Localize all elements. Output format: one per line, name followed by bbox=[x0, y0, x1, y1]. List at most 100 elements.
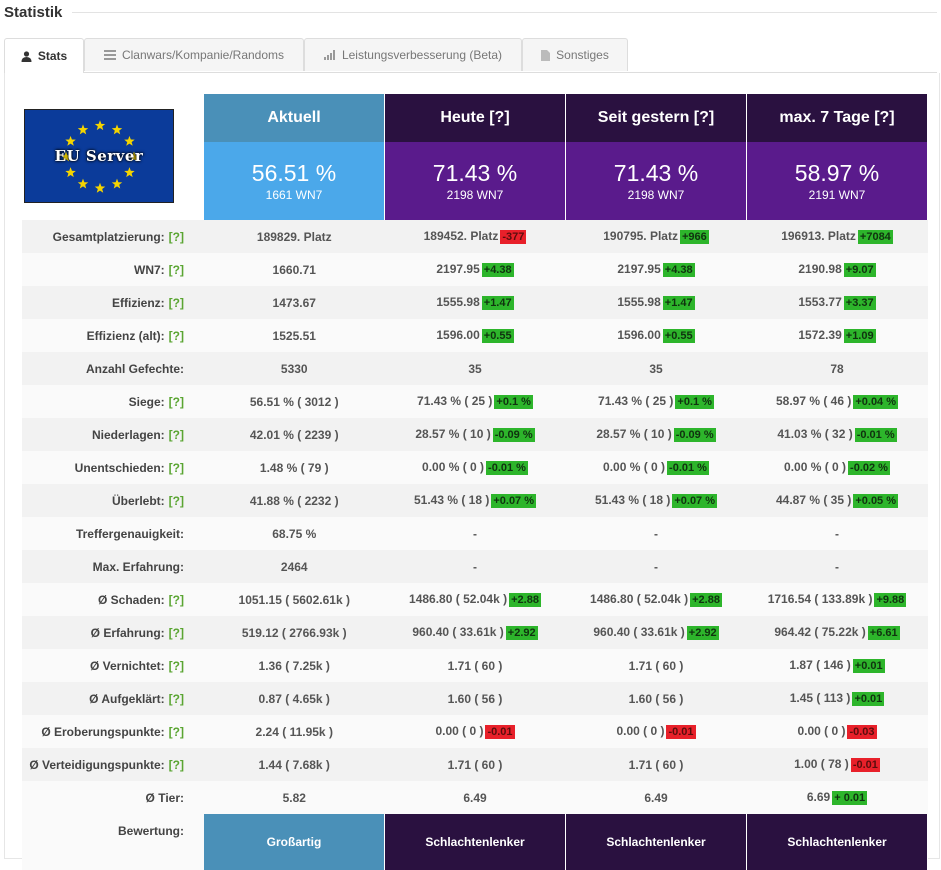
stat-value-text: 41.88 % ( 2232 ) bbox=[249, 493, 339, 508]
stat-value-text: 58.97 % ( 46 ) bbox=[775, 394, 852, 408]
stat-value-text: 1596.00 bbox=[617, 328, 661, 342]
column-header-seit-gestern[interactable]: Seit gestern [?] bbox=[565, 94, 747, 142]
stats-table: EU Server Aktuell Heute [?] Seit gestern… bbox=[22, 94, 928, 870]
stat-value-text: 1572.39 bbox=[798, 328, 842, 342]
help-link[interactable]: [?] bbox=[168, 757, 184, 772]
stat-label-text: Ø Eroberungspunkte: bbox=[41, 724, 165, 739]
delta-badge-positive: +4.38 bbox=[662, 263, 695, 277]
stat-value-text: 1.71 ( 60 ) bbox=[447, 757, 503, 772]
help-link[interactable]: [?] bbox=[168, 592, 184, 607]
stat-value-text: 0.00 % ( 0 ) bbox=[603, 460, 666, 474]
help-link[interactable]: [?] bbox=[168, 493, 184, 508]
stat-label-text: Effizienz (alt): bbox=[86, 328, 165, 343]
stat-value: 0.87 ( 4.65k ) bbox=[204, 682, 385, 715]
delta-badge-negative: -0.01 bbox=[485, 725, 515, 739]
stat-value: 28.57 % ( 10 ) -0.09 % bbox=[565, 418, 747, 451]
stat-value: - bbox=[384, 517, 566, 550]
stat-value: 189829. Platz bbox=[204, 220, 385, 253]
stat-value-text: 190795. Platz bbox=[603, 229, 678, 243]
stat-value: 1.87 ( 146 ) +0.01 bbox=[746, 649, 928, 682]
help-link[interactable]: [?] bbox=[168, 229, 184, 244]
stat-value-text: 2197.95 bbox=[436, 262, 480, 276]
stat-row: Ø Erfahrung: [?] 519.12 ( 2766.93k ) 960.40… bbox=[22, 616, 928, 649]
stat-label-text: Überlebt: bbox=[112, 493, 165, 508]
delta-badge-positive: +1.47 bbox=[481, 296, 514, 310]
tab-label: Sonstiges bbox=[556, 48, 609, 62]
stat-label-text: Treffergenauigkeit: bbox=[75, 526, 184, 541]
stat-value: 0.00 ( 0 ) -0.03 bbox=[746, 715, 928, 748]
stat-row: Effizienz: [?] 1473.67 1555.98 +1.47 1555.98 +… bbox=[22, 286, 928, 319]
delta-badge-negative: -0.03 bbox=[847, 725, 877, 739]
stat-label: Max. Erfahrung: bbox=[22, 550, 204, 583]
stat-value-text: 2464 bbox=[280, 559, 308, 574]
help-link[interactable]: [?] bbox=[168, 658, 184, 673]
help-link[interactable]: [?] bbox=[168, 724, 184, 739]
stat-value-text: 71.43 % ( 25 ) bbox=[598, 394, 674, 408]
help-link[interactable]: [?] bbox=[168, 295, 184, 310]
stat-label: Ø Schaden: [?] bbox=[22, 583, 204, 616]
stat-row: Ø Aufgeklärt: [?] 0.87 ( 4.65k ) 1.60 ( 56 … bbox=[22, 682, 928, 715]
summary-wn7: 2198 WN7 bbox=[446, 188, 504, 202]
stat-value: 6.69 + 0.01 bbox=[746, 781, 928, 814]
delta-badge-positive: +7084 bbox=[857, 230, 893, 244]
help-link[interactable]: [?] bbox=[168, 394, 184, 409]
stat-value-text: 189452. Platz bbox=[423, 229, 499, 243]
delta-badge-positive: + 0.01 bbox=[832, 791, 868, 805]
stat-value: - bbox=[384, 550, 566, 583]
stat-value: - bbox=[746, 517, 928, 550]
stat-value: 58.97 % ( 46 ) +0.04 % bbox=[746, 385, 928, 418]
delta-badge-positive: +2.92 bbox=[686, 626, 719, 640]
stat-label: Ø Tier: bbox=[22, 781, 204, 814]
delta-badge-positive: +0.55 bbox=[662, 329, 695, 343]
stat-row: Unentschieden: [?] 1.48 % ( 79 ) 0.00 % ( 0… bbox=[22, 451, 928, 484]
help-link[interactable]: [?] bbox=[168, 625, 184, 640]
delta-badge-positive: +0.1 % bbox=[494, 395, 533, 409]
delta-badge-negative: -0.01 bbox=[850, 758, 880, 772]
stat-value: 1525.51 bbox=[204, 319, 385, 352]
stat-label-text: Effizienz: bbox=[112, 295, 165, 310]
stat-value: 189452. Platz -377 bbox=[384, 220, 566, 253]
stat-value: 1.36 ( 7.25k ) bbox=[204, 649, 385, 682]
help-link[interactable]: [?] bbox=[168, 262, 184, 277]
eu-star bbox=[77, 124, 89, 135]
stat-label-text: Siege: bbox=[128, 394, 165, 409]
tab-label: Leistungsverbesserung (Beta) bbox=[341, 48, 503, 62]
stat-value: 1555.98 +1.47 bbox=[565, 286, 747, 319]
tab-sonstiges[interactable]: Sonstiges bbox=[522, 38, 628, 71]
tab-stats[interactable]: Stats bbox=[4, 38, 84, 73]
rating-value: Schlachtenlenker bbox=[746, 814, 928, 870]
summary-heute: 71.43 % 2198 WN7 bbox=[384, 142, 566, 220]
tab-label: Stats bbox=[37, 49, 68, 63]
help-link[interactable]: [?] bbox=[168, 427, 184, 442]
stat-value: 1.71 ( 60 ) bbox=[565, 649, 747, 682]
tab-leistungsverbesserung[interactable]: Leistungsverbesserung (Beta) bbox=[304, 38, 522, 71]
stat-label-text: Niederlagen: bbox=[91, 427, 165, 442]
stat-value: 0.00 % ( 0 ) -0.01 % bbox=[384, 451, 566, 484]
stat-label: Ø Erfahrung: [?] bbox=[22, 616, 204, 649]
stat-value: 1596.00 +0.55 bbox=[384, 319, 566, 352]
help-link[interactable]: [?] bbox=[168, 328, 184, 343]
stat-value: 0.00 ( 0 ) -0.01 bbox=[565, 715, 747, 748]
stat-value-text: 2197.95 bbox=[617, 262, 661, 276]
stat-value-text: 5330 bbox=[280, 361, 308, 376]
rating-value: Großartig bbox=[204, 814, 385, 870]
stat-value-text: 1.71 ( 60 ) bbox=[628, 658, 684, 673]
stat-value: 78 bbox=[746, 352, 928, 385]
stat-label: Effizienz (alt): [?] bbox=[22, 319, 204, 352]
stat-value: - bbox=[565, 517, 747, 550]
stat-value-text: 71.43 % ( 25 ) bbox=[417, 394, 493, 408]
column-header-7-tage[interactable]: max. 7 Tage [?] bbox=[746, 94, 928, 142]
column-header-heute[interactable]: Heute [?] bbox=[384, 94, 566, 142]
stat-value: 0.00 % ( 0 ) -0.02 % bbox=[746, 451, 928, 484]
stat-value-text: 1.45 ( 113 ) bbox=[789, 691, 851, 705]
help-link[interactable]: [?] bbox=[168, 691, 184, 706]
stat-value-text: 1486.80 ( 52.04k ) bbox=[409, 592, 508, 606]
help-link[interactable]: [?] bbox=[168, 460, 184, 475]
stat-value-text: 960.40 ( 33.61k ) bbox=[593, 625, 685, 639]
stat-label-text: Ø Schaden: bbox=[97, 592, 165, 607]
stat-value-text: 1.60 ( 56 ) bbox=[628, 691, 684, 706]
delta-badge-positive: +1.09 bbox=[843, 329, 876, 343]
tab-clanwars[interactable]: Clanwars/Kompanie/Randoms bbox=[84, 38, 304, 71]
stat-value: 35 bbox=[384, 352, 566, 385]
stat-value-text: 1525.51 bbox=[272, 328, 316, 343]
